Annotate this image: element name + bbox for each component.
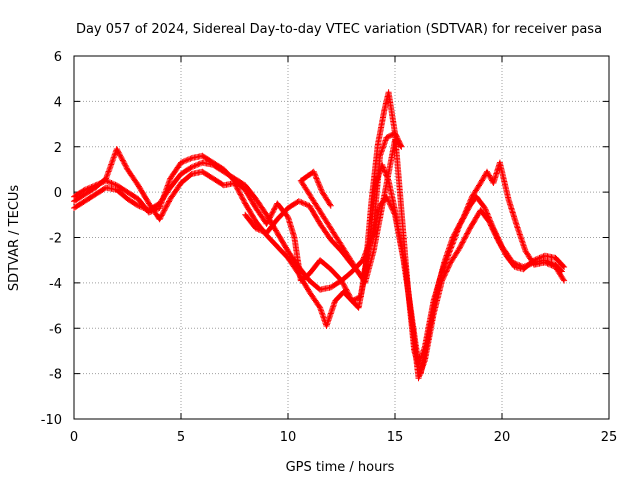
y-tick-label: 0	[54, 186, 62, 201]
y-tick-labels: -10 -8 -6 -4 -2 0 2 4 6	[41, 50, 62, 428]
data-point-markers	[71, 89, 568, 377]
x-axis-title: GPS time / hours	[286, 460, 395, 475]
x-tick-label: 25	[601, 430, 618, 445]
y-axis-title: SDTVAR / TECUs	[7, 185, 22, 292]
data-point-markers	[242, 130, 405, 286]
y-tick-label: -6	[49, 322, 62, 337]
x-tick-label: 5	[177, 430, 185, 445]
y-tick-label: -8	[49, 368, 62, 383]
y-tick-label: 4	[54, 95, 62, 110]
x-tick-label: 15	[387, 430, 404, 445]
x-tick-label: 20	[494, 430, 511, 445]
x-tick-label: 0	[70, 430, 78, 445]
series-pass-3	[71, 89, 568, 377]
y-tick-label: 2	[54, 141, 62, 156]
chart-title: Day 057 of 2024, Sidereal Day-to-day VTE…	[76, 22, 602, 37]
y-tick-label: -4	[49, 277, 62, 292]
axis-ticks	[73, 55, 610, 420]
y-tick-label: -10	[41, 413, 62, 428]
series-pass-4	[242, 130, 405, 286]
data-marks	[71, 89, 568, 382]
y-tick-label: -2	[49, 232, 62, 247]
y-tick-label: 6	[54, 50, 62, 65]
x-tick-label: 10	[280, 430, 297, 445]
x-tick-labels: 0 5 10 15 20 25	[70, 430, 617, 445]
